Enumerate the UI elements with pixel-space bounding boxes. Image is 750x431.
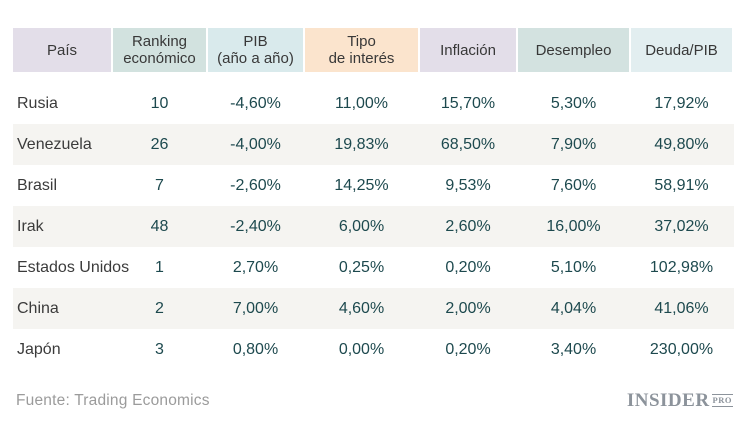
cell-inflacion: 9,53% — [445, 176, 491, 194]
cell-country: Irak — [17, 217, 44, 235]
cell-pib: -4,00% — [230, 135, 281, 153]
cell-pib: -2,60% — [230, 176, 281, 194]
cell-tipo-interes: 0,25% — [338, 258, 385, 276]
cell-ranking: 2 — [155, 299, 164, 317]
cell-tipo-interes: 11,00% — [334, 94, 389, 112]
cell-desempleo: 5,10% — [550, 258, 597, 276]
cell-inflacion: 2,60% — [445, 217, 491, 235]
cell-desempleo: 5,30% — [550, 94, 597, 112]
cell-deuda: 37,02% — [654, 217, 709, 235]
column-header-inflacion: Inflación — [420, 28, 516, 72]
cell-inflacion: 0,20% — [445, 258, 491, 276]
cell-country: China — [17, 299, 59, 317]
cell-inflacion: 0,20% — [445, 340, 491, 358]
cell-desempleo: 3,40% — [550, 340, 597, 358]
column-header-pib: PIB (año a año) — [208, 28, 303, 72]
cell-pib: -2,40% — [230, 217, 281, 235]
cell-desempleo: 16,00% — [546, 217, 601, 235]
cell-country: Japón — [17, 340, 61, 358]
insiderpro-logo: INSIDER PRO — [626, 390, 733, 411]
cell-pib: 2,70% — [232, 258, 279, 276]
cell-desempleo: 7,60% — [550, 176, 597, 194]
cell-desempleo: 7,90% — [550, 135, 597, 153]
cell-deuda: 49,80% — [654, 135, 709, 153]
table-row-irak: Irak 48 -2,40% 6,00% 2,60% 16,00% 37,02% — [13, 206, 734, 247]
cell-ranking: 3 — [155, 340, 164, 358]
table-row-japon: Japón 3 0,80% 0,00% 0,20% 3,40% 230,00% — [13, 329, 734, 370]
cell-tipo-interes: 4,60% — [338, 299, 385, 317]
column-header-desempleo: Desempleo — [518, 28, 629, 72]
source-credit: Fuente: Trading Economics — [16, 392, 210, 409]
cell-deuda: 17,92% — [654, 94, 709, 112]
table-header-row: País Ranking económico PIB (año a año) T… — [13, 28, 734, 72]
cell-pib: -4,60% — [230, 94, 281, 112]
cell-desempleo: 4,04% — [550, 299, 597, 317]
table-row-estados-unidos: Estados Unidos 1 2,70% 0,25% 0,20% 5,10%… — [13, 247, 734, 288]
cell-country: Estados Unidos — [17, 258, 130, 276]
table-row-china: China 2 7,00% 4,60% 2,00% 4,04% 41,06% — [13, 288, 734, 329]
cell-inflacion: 2,00% — [445, 299, 491, 317]
cell-inflacion: 15,70% — [440, 94, 496, 112]
cell-ranking: 7 — [155, 176, 164, 194]
cell-ranking: 26 — [150, 135, 169, 153]
cell-country: Brasil — [17, 176, 58, 194]
cell-tipo-interes: 6,00% — [338, 217, 385, 235]
cell-tipo-interes: 0,00% — [338, 340, 385, 358]
cell-country: Rusia — [17, 94, 58, 112]
logo-wordmark: INSIDER — [626, 390, 710, 411]
cell-inflacion: 68,50% — [440, 135, 496, 153]
cell-pib: 7,00% — [232, 299, 279, 317]
column-header-tipo: Tipo de interés — [305, 28, 418, 72]
cell-ranking: 10 — [150, 94, 169, 112]
economics-table: País Ranking económico PIB (año a año) T… — [13, 28, 734, 370]
cell-deuda: 230,00% — [649, 340, 714, 358]
table-row-rusia: Rusia 10 -4,60% 11,00% 15,70% 5,30% 17,9… — [13, 83, 734, 124]
table-body: Rusia 10 -4,60% 11,00% 15,70% 5,30% 17,9… — [13, 83, 734, 370]
cell-deuda: 102,98% — [649, 258, 714, 276]
logo-pro-badge: PRO — [711, 394, 733, 407]
cell-pib: 0,80% — [232, 340, 279, 358]
cell-deuda: 58,91% — [654, 176, 709, 194]
column-header-deuda: Deuda/PIB — [631, 28, 732, 72]
table-row-venezuela: Venezuela 26 -4,00% 19,83% 68,50% 7,90% … — [13, 124, 734, 165]
cell-ranking: 1 — [155, 258, 164, 276]
table-row-brasil: Brasil 7 -2,60% 14,25% 9,53% 7,60% 58,91… — [13, 165, 734, 206]
cell-country: Venezuela — [17, 135, 92, 153]
cell-tipo-interes: 14,25% — [334, 176, 389, 194]
column-header-ranking: Ranking económico — [113, 28, 206, 72]
column-header-pais: País — [13, 28, 111, 72]
cell-deuda: 41,06% — [654, 299, 709, 317]
cell-ranking: 48 — [150, 217, 169, 235]
cell-tipo-interes: 19,83% — [334, 135, 389, 153]
